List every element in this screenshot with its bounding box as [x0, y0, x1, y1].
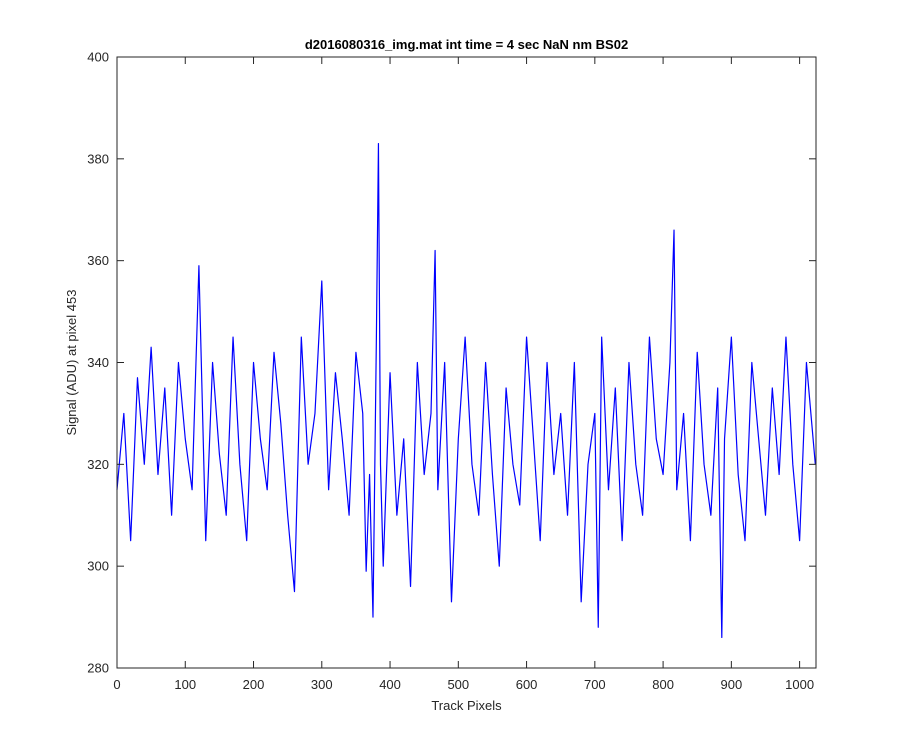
- y-axis-label: Signal (ADU) at pixel 453: [64, 290, 79, 436]
- x-tick-label: 600: [516, 677, 538, 692]
- x-tick-label: 400: [379, 677, 401, 692]
- x-tick-label: 1000: [785, 677, 814, 692]
- y-tick-label: 320: [87, 457, 109, 472]
- y-tick-label: 360: [87, 253, 109, 268]
- series-layer: [116, 142, 816, 639]
- x-axis-ticks: 0 100 200 300 400 500 600 700 800 900 1000: [113, 57, 814, 692]
- x-tick-label: 100: [174, 677, 196, 692]
- y-tick-label: 400: [87, 50, 109, 65]
- x-tick-label: 800: [652, 677, 674, 692]
- x-tick-label: 300: [311, 677, 333, 692]
- y-tick-label: 380: [87, 151, 109, 166]
- y-axis-ticks: 280 300 320 340 360 380 400: [87, 50, 816, 676]
- x-tick-label: 900: [721, 677, 743, 692]
- x-tick-label: 0: [113, 677, 120, 692]
- x-tick-label: 700: [584, 677, 606, 692]
- x-tick-label: 500: [447, 677, 469, 692]
- series-line: [116, 142, 816, 639]
- y-tick-label: 280: [87, 661, 109, 676]
- x-axis-label: Track Pixels: [431, 698, 502, 713]
- y-tick-label: 340: [87, 355, 109, 370]
- x-tick-label: 200: [243, 677, 265, 692]
- chart-title: d2016080316_img.mat int time = 4 sec NaN…: [305, 37, 628, 52]
- y-tick-label: 300: [87, 559, 109, 574]
